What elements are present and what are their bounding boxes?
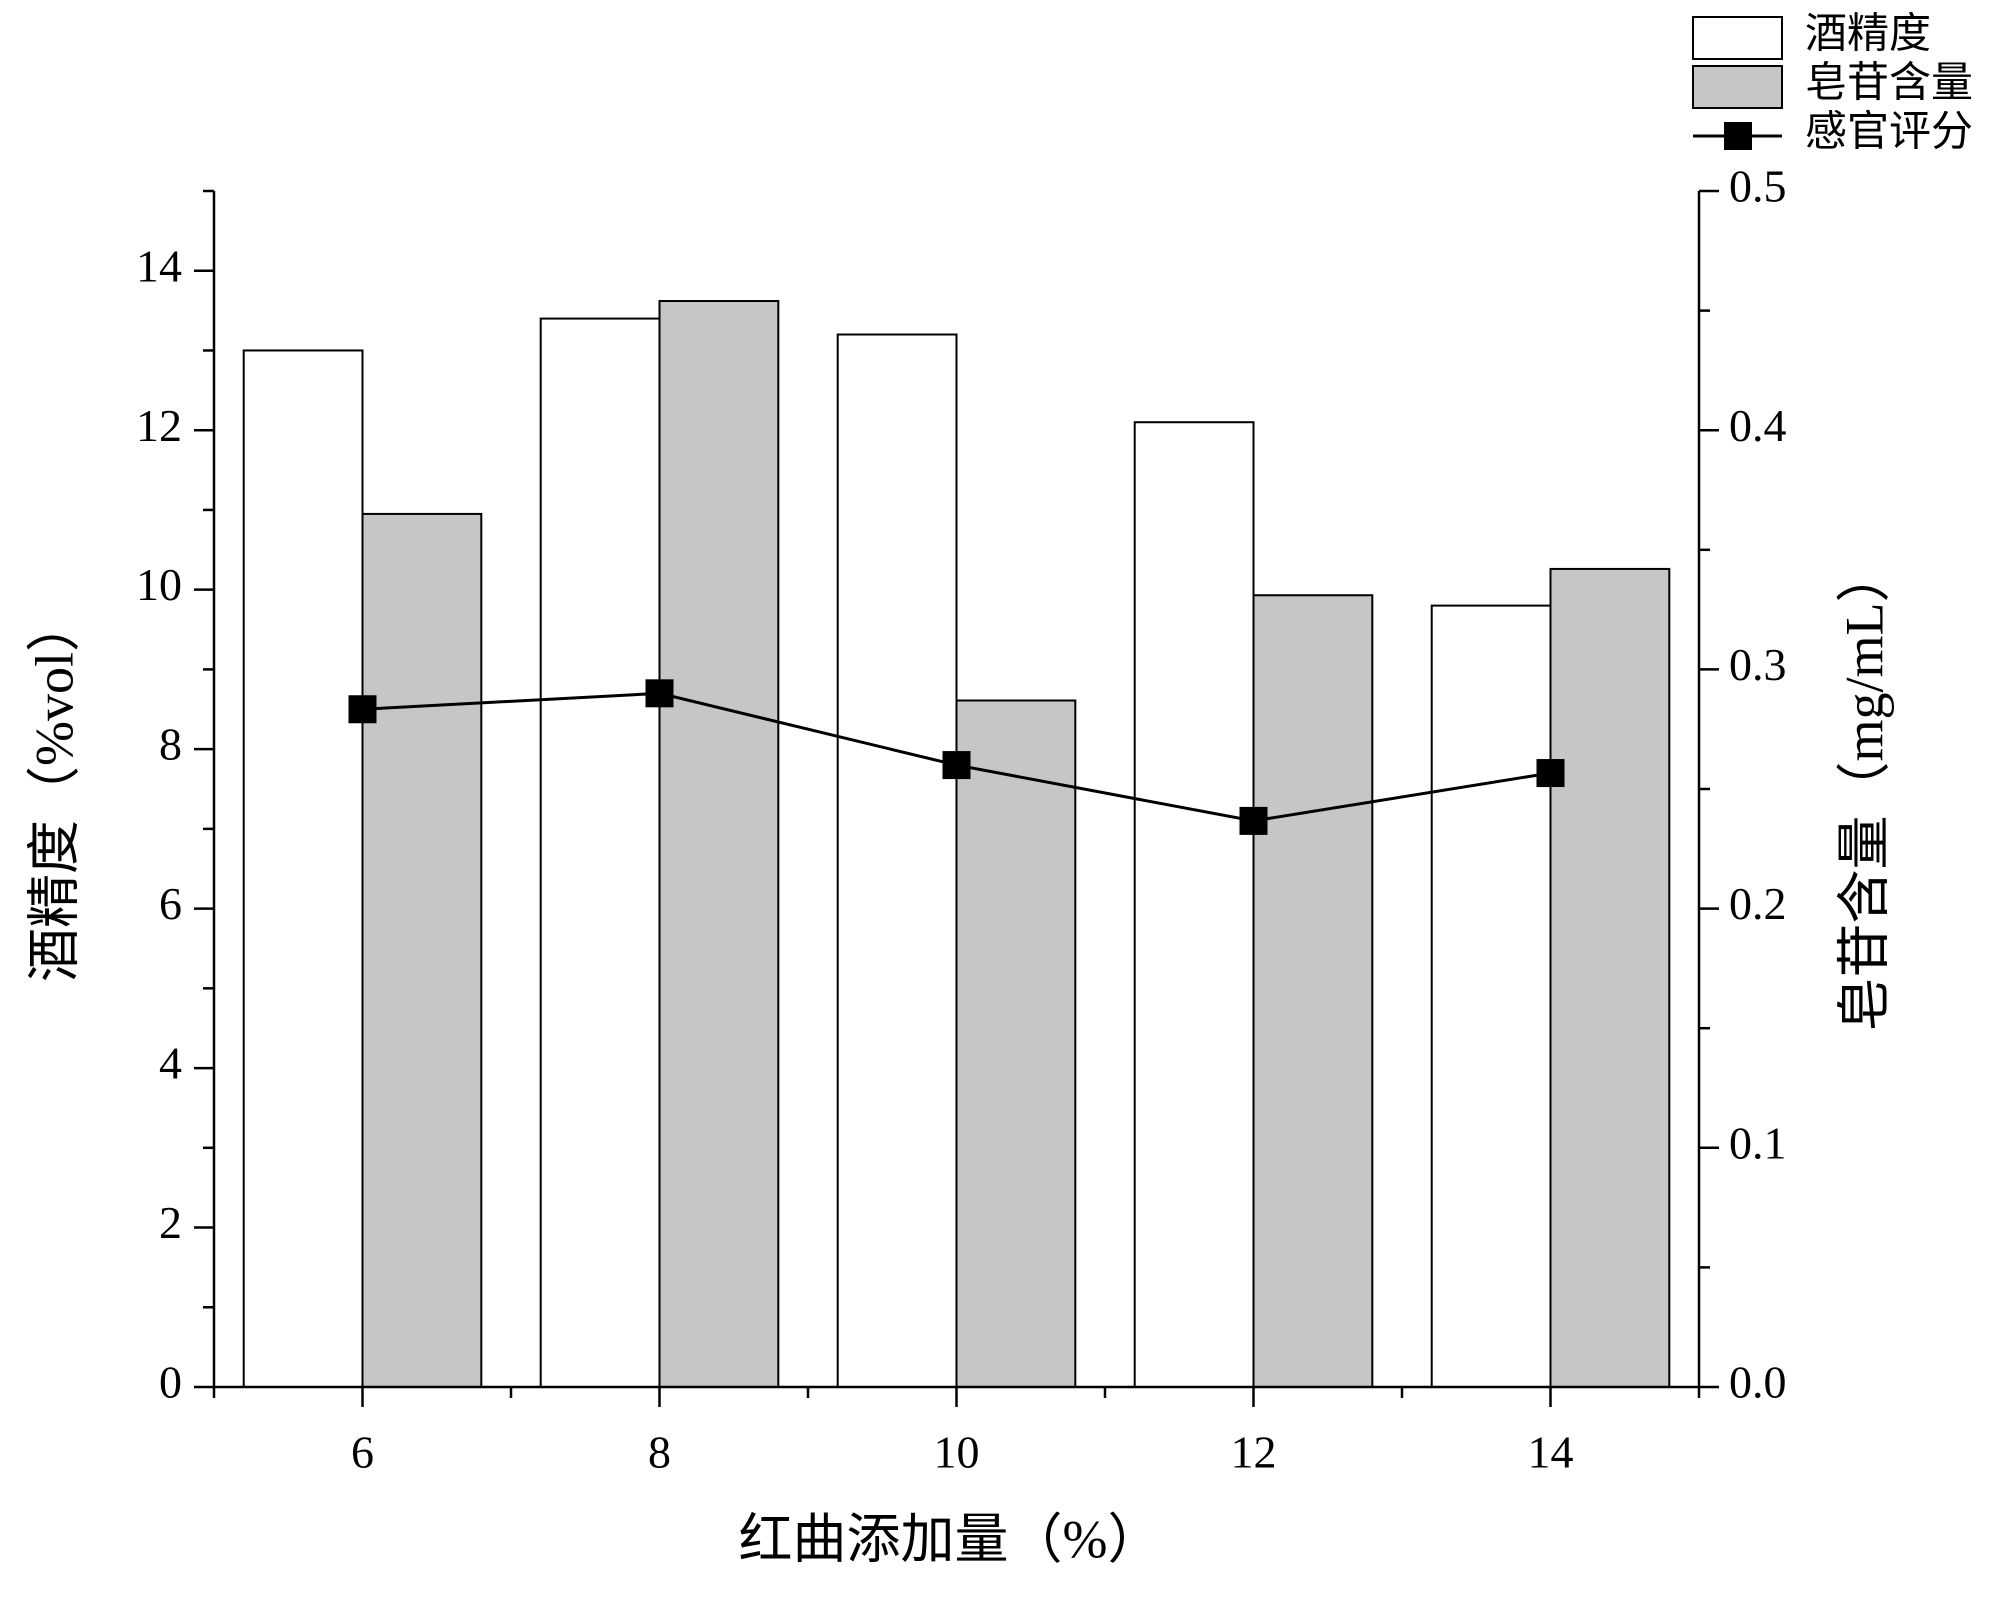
legend-swatch (1692, 65, 1783, 109)
y2-tick-label: 0.5 (1729, 161, 1787, 212)
y-tick-label: 12 (136, 400, 182, 451)
y2-tick-label: 0.2 (1729, 878, 1787, 929)
legend-label: 酒精度 (1805, 12, 1931, 58)
legend-label: 感官评分 (1805, 109, 1973, 156)
x-tick-label: 10 (934, 1427, 980, 1478)
x-tick-label: 8 (648, 1427, 671, 1478)
y-tick-label: 2 (159, 1197, 182, 1248)
y-tick-label: 8 (159, 719, 182, 770)
y2-tick-label: 0.0 (1729, 1357, 1787, 1408)
y-axis-title: 酒精度（%vol） (24, 598, 84, 982)
y-tick-label: 4 (159, 1038, 182, 1089)
y2-axis-title: 皂苷含量（mg/mL） (1834, 549, 1894, 1032)
bar (658, 300, 780, 1389)
marker (1239, 806, 1268, 835)
y-tick-label: 6 (159, 878, 182, 929)
bar (1549, 567, 1671, 1388)
y-tick-label: 0 (159, 1357, 182, 1408)
legend-label: 皂苷含量 (1805, 61, 1973, 107)
bar (242, 349, 364, 1388)
bar (1430, 604, 1552, 1388)
legend-swatch (1692, 16, 1783, 60)
marker (942, 751, 971, 780)
bar (361, 512, 483, 1388)
bar (836, 333, 958, 1388)
x-tick-label: 14 (1528, 1427, 1574, 1478)
marker (348, 695, 377, 724)
y2-tick-label: 0.3 (1729, 639, 1787, 690)
bar (1252, 594, 1374, 1388)
y2-tick-label: 0.4 (1729, 400, 1787, 451)
bar (1133, 421, 1255, 1388)
marker (645, 679, 674, 708)
y-tick-label: 14 (136, 240, 182, 291)
legend-marker (1724, 122, 1752, 150)
y-tick-label: 10 (136, 559, 182, 610)
bar (539, 317, 661, 1388)
y2-tick-label: 0.1 (1729, 1117, 1787, 1168)
bar (955, 699, 1077, 1388)
x-axis-title: 红曲添加量（%） (739, 1509, 1162, 1569)
marker (1536, 759, 1565, 788)
x-tick-label: 6 (351, 1427, 374, 1478)
x-tick-label: 12 (1231, 1427, 1277, 1478)
